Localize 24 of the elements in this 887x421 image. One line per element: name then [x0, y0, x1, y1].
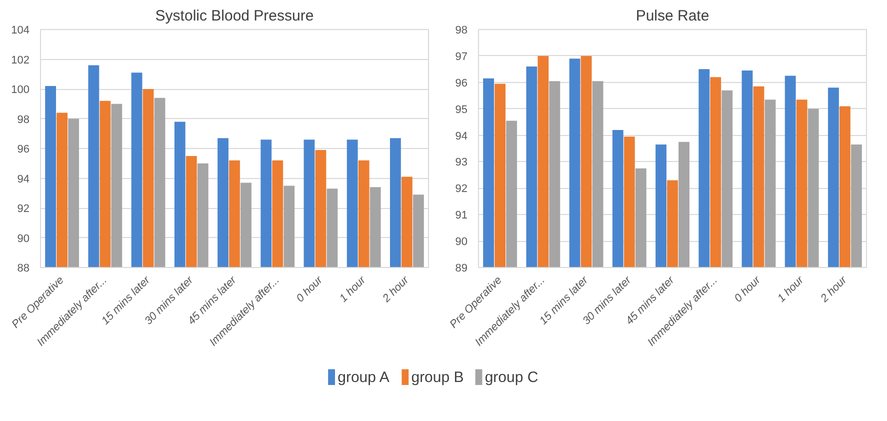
y-tick-label: 98 — [455, 24, 468, 36]
y-tick-label: 88 — [17, 262, 30, 274]
legend-label: group C — [484, 368, 538, 386]
y-tick-label: 92 — [455, 183, 468, 196]
y-tick-label: 100 — [11, 84, 30, 96]
y-tick-label: 93 — [455, 156, 468, 169]
y-tick-label: 91 — [455, 210, 468, 222]
y-tick-label: 89 — [455, 262, 468, 274]
y-tick-label: 95 — [455, 104, 468, 116]
y-tick-label: 98 — [17, 114, 30, 126]
y-tick-label: 102 — [11, 54, 30, 66]
y-tick-label: 96 — [455, 77, 468, 90]
y-tick-label: 90 — [455, 236, 468, 248]
y-tick-label: 94 — [455, 130, 468, 142]
y-tick-label: 92 — [17, 203, 30, 215]
legend-label: group B — [411, 368, 464, 386]
y-tick-label: 90 — [17, 232, 30, 245]
chart-title: Pulse Rate — [636, 8, 710, 24]
y-tick-label: 97 — [455, 50, 468, 63]
y-tick-label: 94 — [17, 173, 30, 186]
y-tick-label: 104 — [11, 24, 30, 36]
chart-title: Systolic Blood Pressure — [155, 8, 314, 24]
y-tick-label: 96 — [17, 144, 30, 156]
legend-label: group A — [338, 368, 390, 386]
